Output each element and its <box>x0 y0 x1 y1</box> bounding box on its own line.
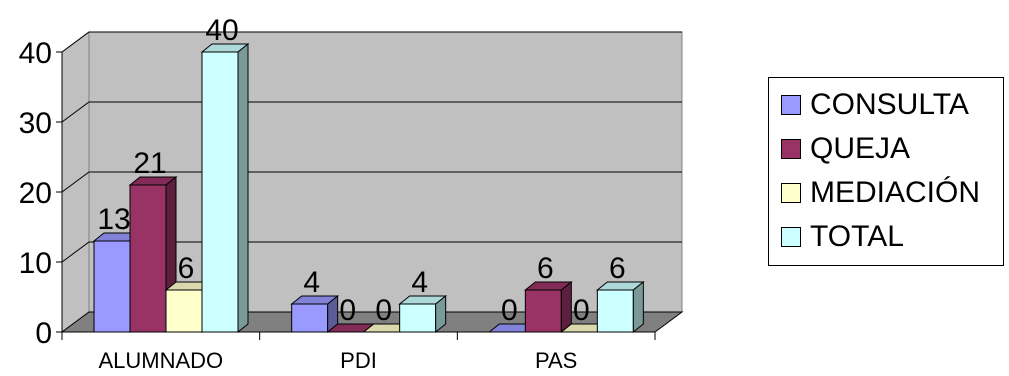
data-label: 6 <box>609 252 626 285</box>
legend-swatch <box>781 227 801 247</box>
x-tick-label: ALUMNADO <box>98 348 223 373</box>
bar <box>290 294 340 334</box>
chart-legend: CONSULTA QUEJA MEDIACIÓN TOTAL <box>768 77 1004 266</box>
data-label: 6 <box>537 252 554 285</box>
bar-side <box>632 280 644 334</box>
bar-front <box>165 289 203 333</box>
legend-label: TOTAL <box>810 220 904 253</box>
data-label: 4 <box>303 266 320 299</box>
y-tick-label: 30 <box>19 107 52 140</box>
gridline <box>61 101 682 123</box>
bar <box>595 280 645 334</box>
bar-front <box>93 240 131 333</box>
bars <box>92 42 645 334</box>
data-label: 13 <box>97 203 130 236</box>
gridline <box>61 31 682 53</box>
bar <box>200 42 250 334</box>
data-label: 0 <box>573 294 590 327</box>
bar-front <box>596 289 634 333</box>
gridlines <box>61 31 682 263</box>
data-label: 6 <box>178 252 195 285</box>
bar <box>523 280 573 334</box>
data-label: 0 <box>375 294 392 327</box>
legend-label: MEDIACIÓN <box>810 176 981 209</box>
legend-item: CONSULTA <box>781 85 969 125</box>
y-tick-label: 20 <box>19 177 52 210</box>
bar-side <box>237 42 249 334</box>
y-tick-label: 40 <box>19 37 52 70</box>
legend-swatch <box>781 139 801 159</box>
x-tick-label: PAS <box>535 348 577 373</box>
data-label: 0 <box>501 294 518 327</box>
bar-front <box>129 184 167 333</box>
bar-side <box>560 280 572 334</box>
legend-item: QUEJA <box>781 129 910 169</box>
data-label: 0 <box>339 294 356 327</box>
gridline <box>61 171 682 193</box>
legend-item: TOTAL <box>781 217 904 257</box>
legend-label: QUEJA <box>810 132 911 165</box>
y-tick-label: 0 <box>35 317 52 350</box>
bar-front <box>201 51 239 333</box>
legend-swatch <box>781 183 801 203</box>
legend-label: CONSULTA <box>810 88 969 121</box>
data-label: 21 <box>133 147 166 180</box>
bar-front <box>291 303 329 333</box>
bar <box>398 294 448 334</box>
bar <box>128 175 178 334</box>
bar-front <box>399 303 437 333</box>
bar-side <box>435 294 447 334</box>
legend-item: MEDIACIÓN <box>781 173 980 213</box>
bar-front <box>524 289 562 333</box>
y-tick-label: 10 <box>19 247 52 280</box>
x-tick-label: PDI <box>340 348 377 373</box>
legend-swatch <box>781 95 801 115</box>
data-label: 40 <box>205 14 238 47</box>
gridline <box>61 241 682 263</box>
data-label: 4 <box>411 266 428 299</box>
